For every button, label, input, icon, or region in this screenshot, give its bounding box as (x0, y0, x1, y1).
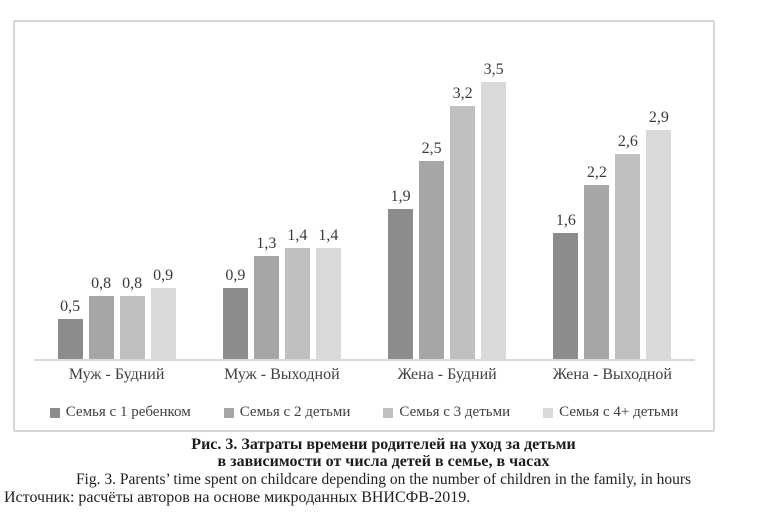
legend-label: Семья с 3 детьми (399, 404, 511, 420)
legend-item: Семья с 4+ детьми (543, 404, 678, 421)
bar-value-label: 2,2 (586, 164, 607, 181)
bar-column: 3,2 (450, 85, 476, 359)
bar-value-label: 0,8 (122, 275, 143, 292)
bar (584, 185, 610, 359)
bar-column: 2,9 (646, 109, 672, 359)
bar-value-label: 1,4 (318, 227, 339, 244)
legend-label: Семья с 2 детьми (239, 404, 351, 420)
legend-label: Семья с 1 ребенком (65, 404, 191, 420)
category-label: Жена - Будний (397, 366, 497, 383)
figure-caption-ru-line2: в зависимости от числа детей в семье, в … (217, 453, 550, 470)
figure-source: Источник: расчёты авторов на основе микр… (4, 489, 471, 506)
legend-label: Семья с 4+ детьми (559, 404, 679, 420)
bar (88, 296, 114, 359)
bar (315, 248, 341, 359)
bar (119, 296, 145, 359)
category-label: Муж - Выходной (224, 366, 340, 383)
bar-column: 2,5 (419, 140, 445, 359)
bar-value-label: 3,5 (483, 61, 504, 78)
legend-item: Семья с 1 ребенком (49, 404, 191, 421)
bar-value-label: 0,9 (153, 267, 174, 284)
bar (388, 209, 414, 359)
bar-column: 0,8 (119, 275, 145, 359)
bar (419, 161, 445, 359)
category-axis: Муж - Будний Муж - Выходной Жена - Будний Ж… (34, 361, 695, 383)
bar-column: 0,5 (57, 298, 83, 359)
bar-column: 0,9 (150, 267, 176, 359)
legend-item: Семья с 2 детьми (223, 404, 351, 421)
bar-column: 3,5 (481, 61, 507, 359)
bar-value-label: 2,5 (421, 140, 442, 157)
bar-value-label: 1,9 (390, 188, 411, 205)
bar (450, 106, 476, 359)
bar (553, 233, 579, 359)
bar (481, 82, 507, 359)
plot-area: 0,5 0,8 0,8 0,9 0,9 1,3 1,4 1,4 1,9 2,5 3,2 3,5 1,6 2… (34, 59, 695, 361)
legend-swatch (223, 407, 234, 418)
bar-column: 1,4 (284, 227, 310, 359)
bar (150, 288, 176, 359)
bar-column: 0,9 (222, 267, 248, 359)
figure-caption-ru-line1: Рис. 3. Затраты времени родителей на ухо… (191, 436, 576, 453)
bar (222, 288, 248, 359)
bar-value-label: 3,2 (452, 85, 473, 102)
bar-group: 0,9 1,3 1,4 1,4 (222, 227, 341, 359)
bar-value-label: 2,6 (617, 133, 638, 150)
bar (57, 319, 83, 359)
legend-swatch (543, 407, 554, 418)
bar-value-label: 0,9 (225, 267, 246, 284)
bar-value-label: 1,3 (256, 235, 277, 252)
category-label: Жена - Выходной (552, 366, 672, 383)
category-label: Муж - Будний (68, 366, 165, 383)
bar-column: 0,8 (88, 275, 114, 359)
chart-legend: Семья с 1 ребенком Семья с 2 детьми Семья … (15, 404, 713, 421)
bar-group: 0,5 0,8 0,8 0,9 (57, 267, 176, 359)
bar-value-label: 2,9 (648, 109, 669, 126)
legend-swatch (383, 407, 394, 418)
bar-value-label: 0,5 (60, 298, 81, 315)
bar-column: 1,4 (315, 227, 341, 359)
chart-frame: 0,5 0,8 0,8 0,9 0,9 1,3 1,4 1,4 1,9 2,5 3,2 3,5 1,6 2… (13, 20, 715, 432)
bar-column: 1,6 (553, 212, 579, 359)
bar-column: 2,6 (615, 133, 641, 359)
bar-value-label: 0,8 (91, 275, 112, 292)
bar-column: 1,3 (253, 235, 279, 359)
legend-item: Семья с 3 детьми (383, 404, 510, 421)
bar-column: 2,2 (584, 164, 610, 359)
bar-group: 1,9 2,5 3,2 3,5 (388, 61, 507, 359)
bar-group: 1,6 2,2 2,6 2,9 (553, 109, 672, 359)
bar-value-label: 1,6 (555, 212, 576, 229)
figure-caption-en: Fig. 3. Parents’ time spent on childcare… (75, 471, 692, 488)
legend-swatch (49, 407, 60, 418)
bar (615, 154, 641, 359)
figure-caption: Рис. 3. Затраты времени родителей на ухо… (0, 436, 767, 506)
bar (253, 256, 279, 359)
bar-column: 1,9 (388, 188, 414, 359)
bar (284, 248, 310, 359)
bar (646, 130, 672, 359)
bar-value-label: 1,4 (287, 227, 308, 244)
